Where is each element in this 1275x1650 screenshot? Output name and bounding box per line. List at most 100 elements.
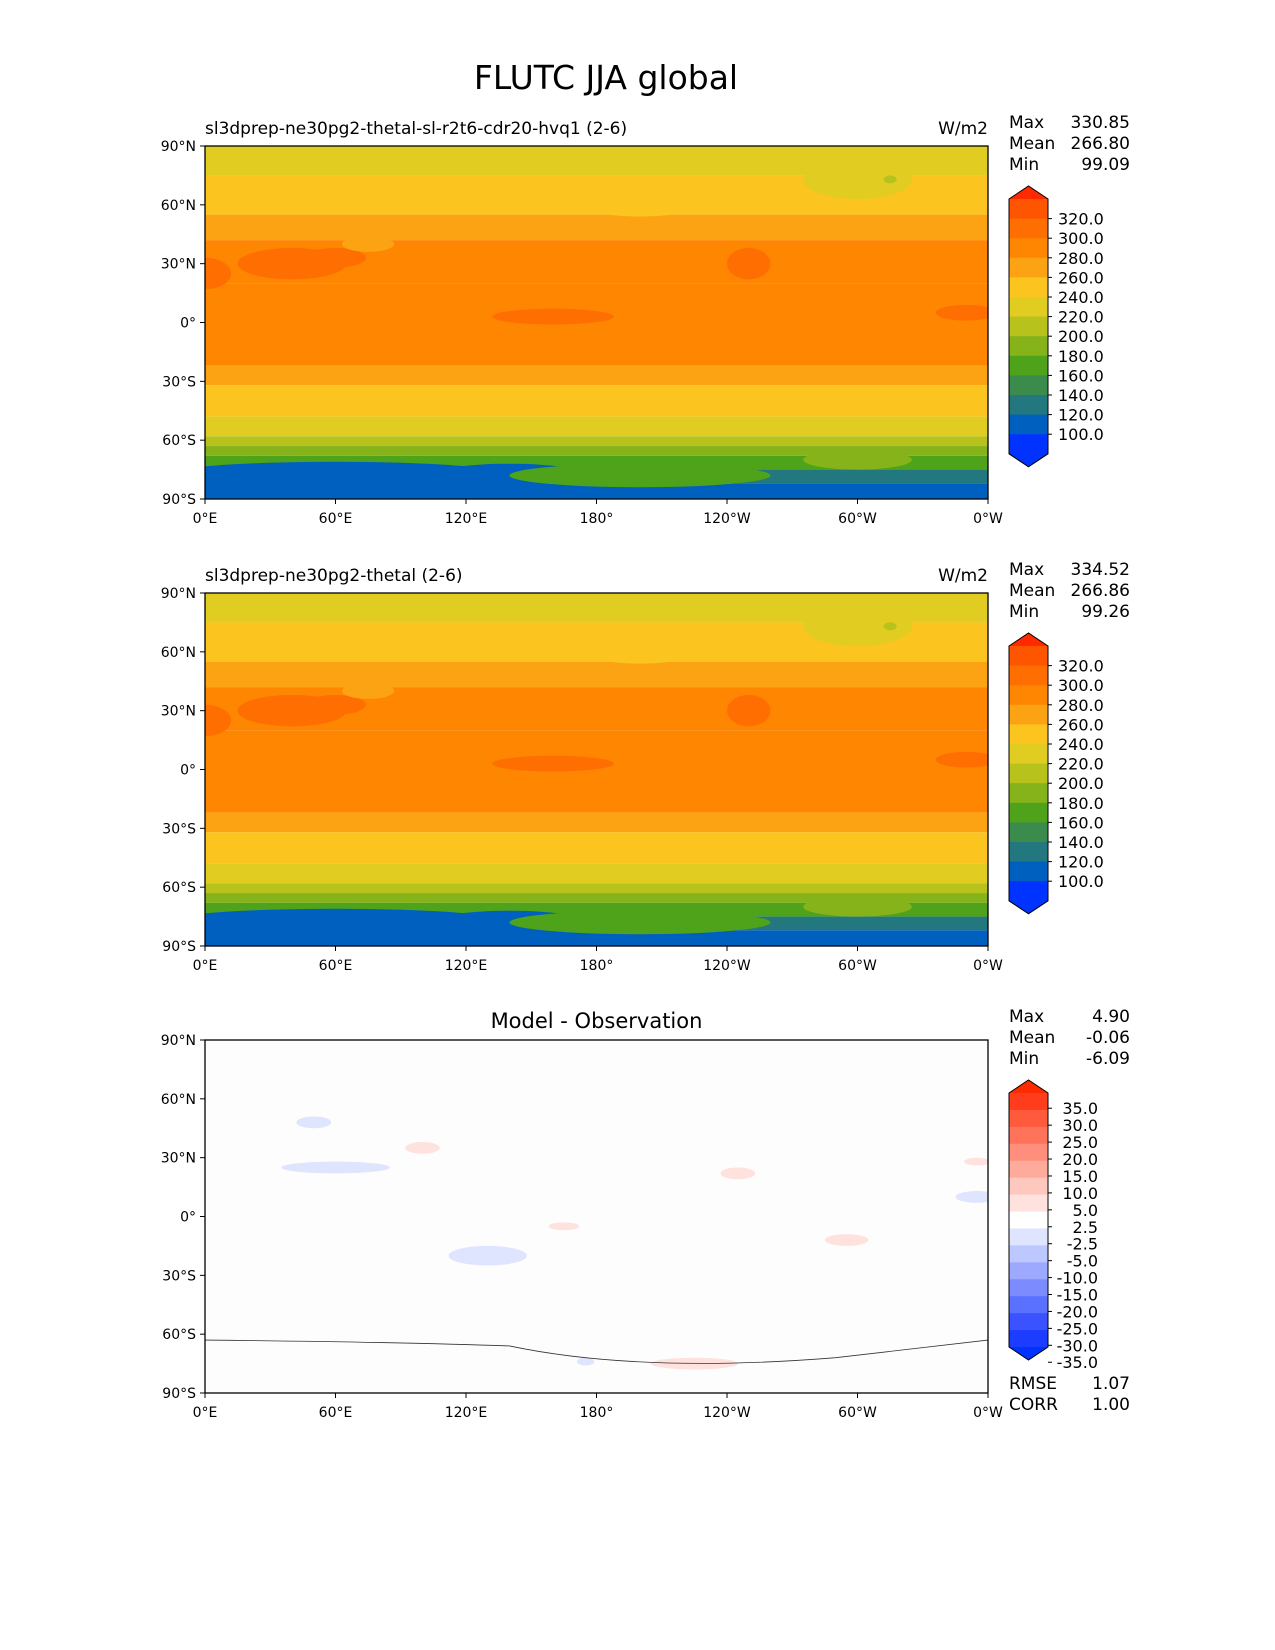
contour-region xyxy=(964,1157,988,1166)
map-panel-reference: 0°E 60°E 120°E 180° 120°W 60°W 0°W 90°N 60°N 30°N… xyxy=(161,560,1130,974)
contour-region xyxy=(342,683,395,699)
colorbar-bin xyxy=(1009,1194,1048,1213)
y-tick-label: 60°N xyxy=(161,1092,196,1108)
x-tick-label: 60°W xyxy=(838,1405,877,1421)
colorbar-bin xyxy=(1009,1228,1048,1246)
map-field xyxy=(205,593,988,946)
colorbar-label: 200.0 xyxy=(1058,327,1104,346)
y-tick-label: 30°N xyxy=(161,1151,196,1167)
x-tick-label: 60°E xyxy=(319,958,353,974)
contour-region xyxy=(935,304,988,321)
stat-label: Min xyxy=(1009,602,1039,622)
x-tick-label: 180° xyxy=(580,958,614,974)
colorbar-label: -20.0 xyxy=(1057,1302,1098,1321)
x-tick-label: 60°E xyxy=(319,511,353,527)
stat-value: 99.26 xyxy=(1081,602,1130,622)
contour-region xyxy=(803,449,912,470)
contour-band xyxy=(205,661,988,688)
x-tick-label: 60°W xyxy=(838,511,877,527)
contour-region xyxy=(803,606,912,646)
y-tick-label: 60°S xyxy=(162,433,196,449)
x-tick-label: 120°W xyxy=(703,1405,751,1421)
colorbar-label: 220.0 xyxy=(1058,755,1104,774)
y-tick-label: 90°N xyxy=(161,139,196,155)
stat-label: Max xyxy=(1009,113,1044,133)
contour-region xyxy=(824,1234,869,1246)
colorbar-bin xyxy=(1009,277,1048,298)
colorbar-bin xyxy=(1009,646,1048,667)
contour-region xyxy=(720,1167,756,1180)
colorbar-label: 25.0 xyxy=(1062,1133,1098,1152)
x-tick-label: 0°E xyxy=(193,1405,218,1421)
map-panel-difference: 0°E 60°E 120°E 180° 120°W 60°W 0°W 90°N 60°N 30°N… xyxy=(161,1007,1130,1421)
contour-region xyxy=(296,1116,332,1129)
colorbar-bin xyxy=(1009,1126,1048,1145)
colorbar-bin xyxy=(1009,395,1048,416)
colorbar-label: -2.5 xyxy=(1067,1235,1098,1254)
contour-region xyxy=(205,908,510,937)
stat-value: 334.52 xyxy=(1071,560,1130,580)
figure-title: FLUTC JJA global xyxy=(474,58,738,97)
colorbar-label: 300.0 xyxy=(1058,676,1104,695)
colorbar-label: 180.0 xyxy=(1058,347,1104,366)
colorbar-bin xyxy=(1009,1313,1048,1331)
colorbar-bin xyxy=(1009,704,1048,725)
y-tick-label: 90°N xyxy=(161,586,196,602)
colorbar-bin xyxy=(1009,1177,1048,1196)
colorbar-extend-min xyxy=(1009,453,1048,467)
panel-units: W/m2 xyxy=(938,566,988,586)
x-tick-label: 120°E xyxy=(445,958,488,974)
colorbar-label: 160.0 xyxy=(1058,366,1104,385)
colorbar-label: 140.0 xyxy=(1058,386,1104,405)
x-tick-label: 60°E xyxy=(319,1405,353,1421)
colorbar-label: 15.0 xyxy=(1062,1167,1098,1186)
colorbar-label: 240.0 xyxy=(1058,735,1104,754)
x-tick-label: 120°E xyxy=(445,1405,488,1421)
contour-band xyxy=(205,832,988,864)
panel-title: Model - Observation xyxy=(491,1009,703,1033)
colorbar-bin xyxy=(1009,238,1048,259)
colorbar-outline xyxy=(1008,185,1049,468)
colorbar-bin xyxy=(1009,1245,1048,1263)
map-field xyxy=(205,146,988,499)
colorbar-bin xyxy=(1009,763,1048,784)
colorbar-bin xyxy=(1009,861,1048,882)
colorbar-bin xyxy=(1009,434,1048,455)
colorbar-bin xyxy=(1009,802,1048,823)
colorbar-bin xyxy=(1009,744,1048,765)
colorbar-label: 120.0 xyxy=(1058,853,1104,872)
colorbar-bin xyxy=(1009,414,1048,435)
x-tick-label: 120°W xyxy=(703,511,751,527)
colorbar-label: 260.0 xyxy=(1058,715,1104,734)
contour-region xyxy=(585,193,695,217)
contour-band xyxy=(205,446,988,456)
corr-label: CORR xyxy=(1009,1395,1058,1415)
stat-value: -6.09 xyxy=(1086,1049,1130,1069)
colorbar-bin xyxy=(1009,881,1048,902)
colorbar-bin xyxy=(1009,218,1048,239)
colorbar-bin xyxy=(1009,783,1048,804)
colorbar-bin xyxy=(1009,297,1048,318)
contour-region xyxy=(492,755,614,772)
y-tick-label: 60°S xyxy=(162,880,196,896)
colorbar-label: 260.0 xyxy=(1058,268,1104,287)
contour-region xyxy=(935,751,988,768)
colorbar-bin xyxy=(1009,375,1048,396)
colorbar-bin xyxy=(1009,1279,1048,1297)
contour-band xyxy=(205,883,988,894)
rmse-label: RMSE xyxy=(1009,1374,1057,1394)
contour-region xyxy=(883,175,897,184)
colorbar-outline xyxy=(1008,1079,1049,1361)
contour-region xyxy=(883,622,897,631)
colorbar-bin xyxy=(1009,1296,1048,1314)
x-tick-label: 0°E xyxy=(193,511,218,527)
stat-value: 4.90 xyxy=(1092,1007,1130,1027)
stat-value: 99.09 xyxy=(1081,155,1130,175)
x-tick-label: 60°W xyxy=(838,958,877,974)
colorbar-bin xyxy=(1009,842,1048,863)
colorbar-label: -5.0 xyxy=(1067,1252,1098,1271)
colorbar-label: 100.0 xyxy=(1058,425,1104,444)
stat-value: 266.80 xyxy=(1071,134,1130,154)
